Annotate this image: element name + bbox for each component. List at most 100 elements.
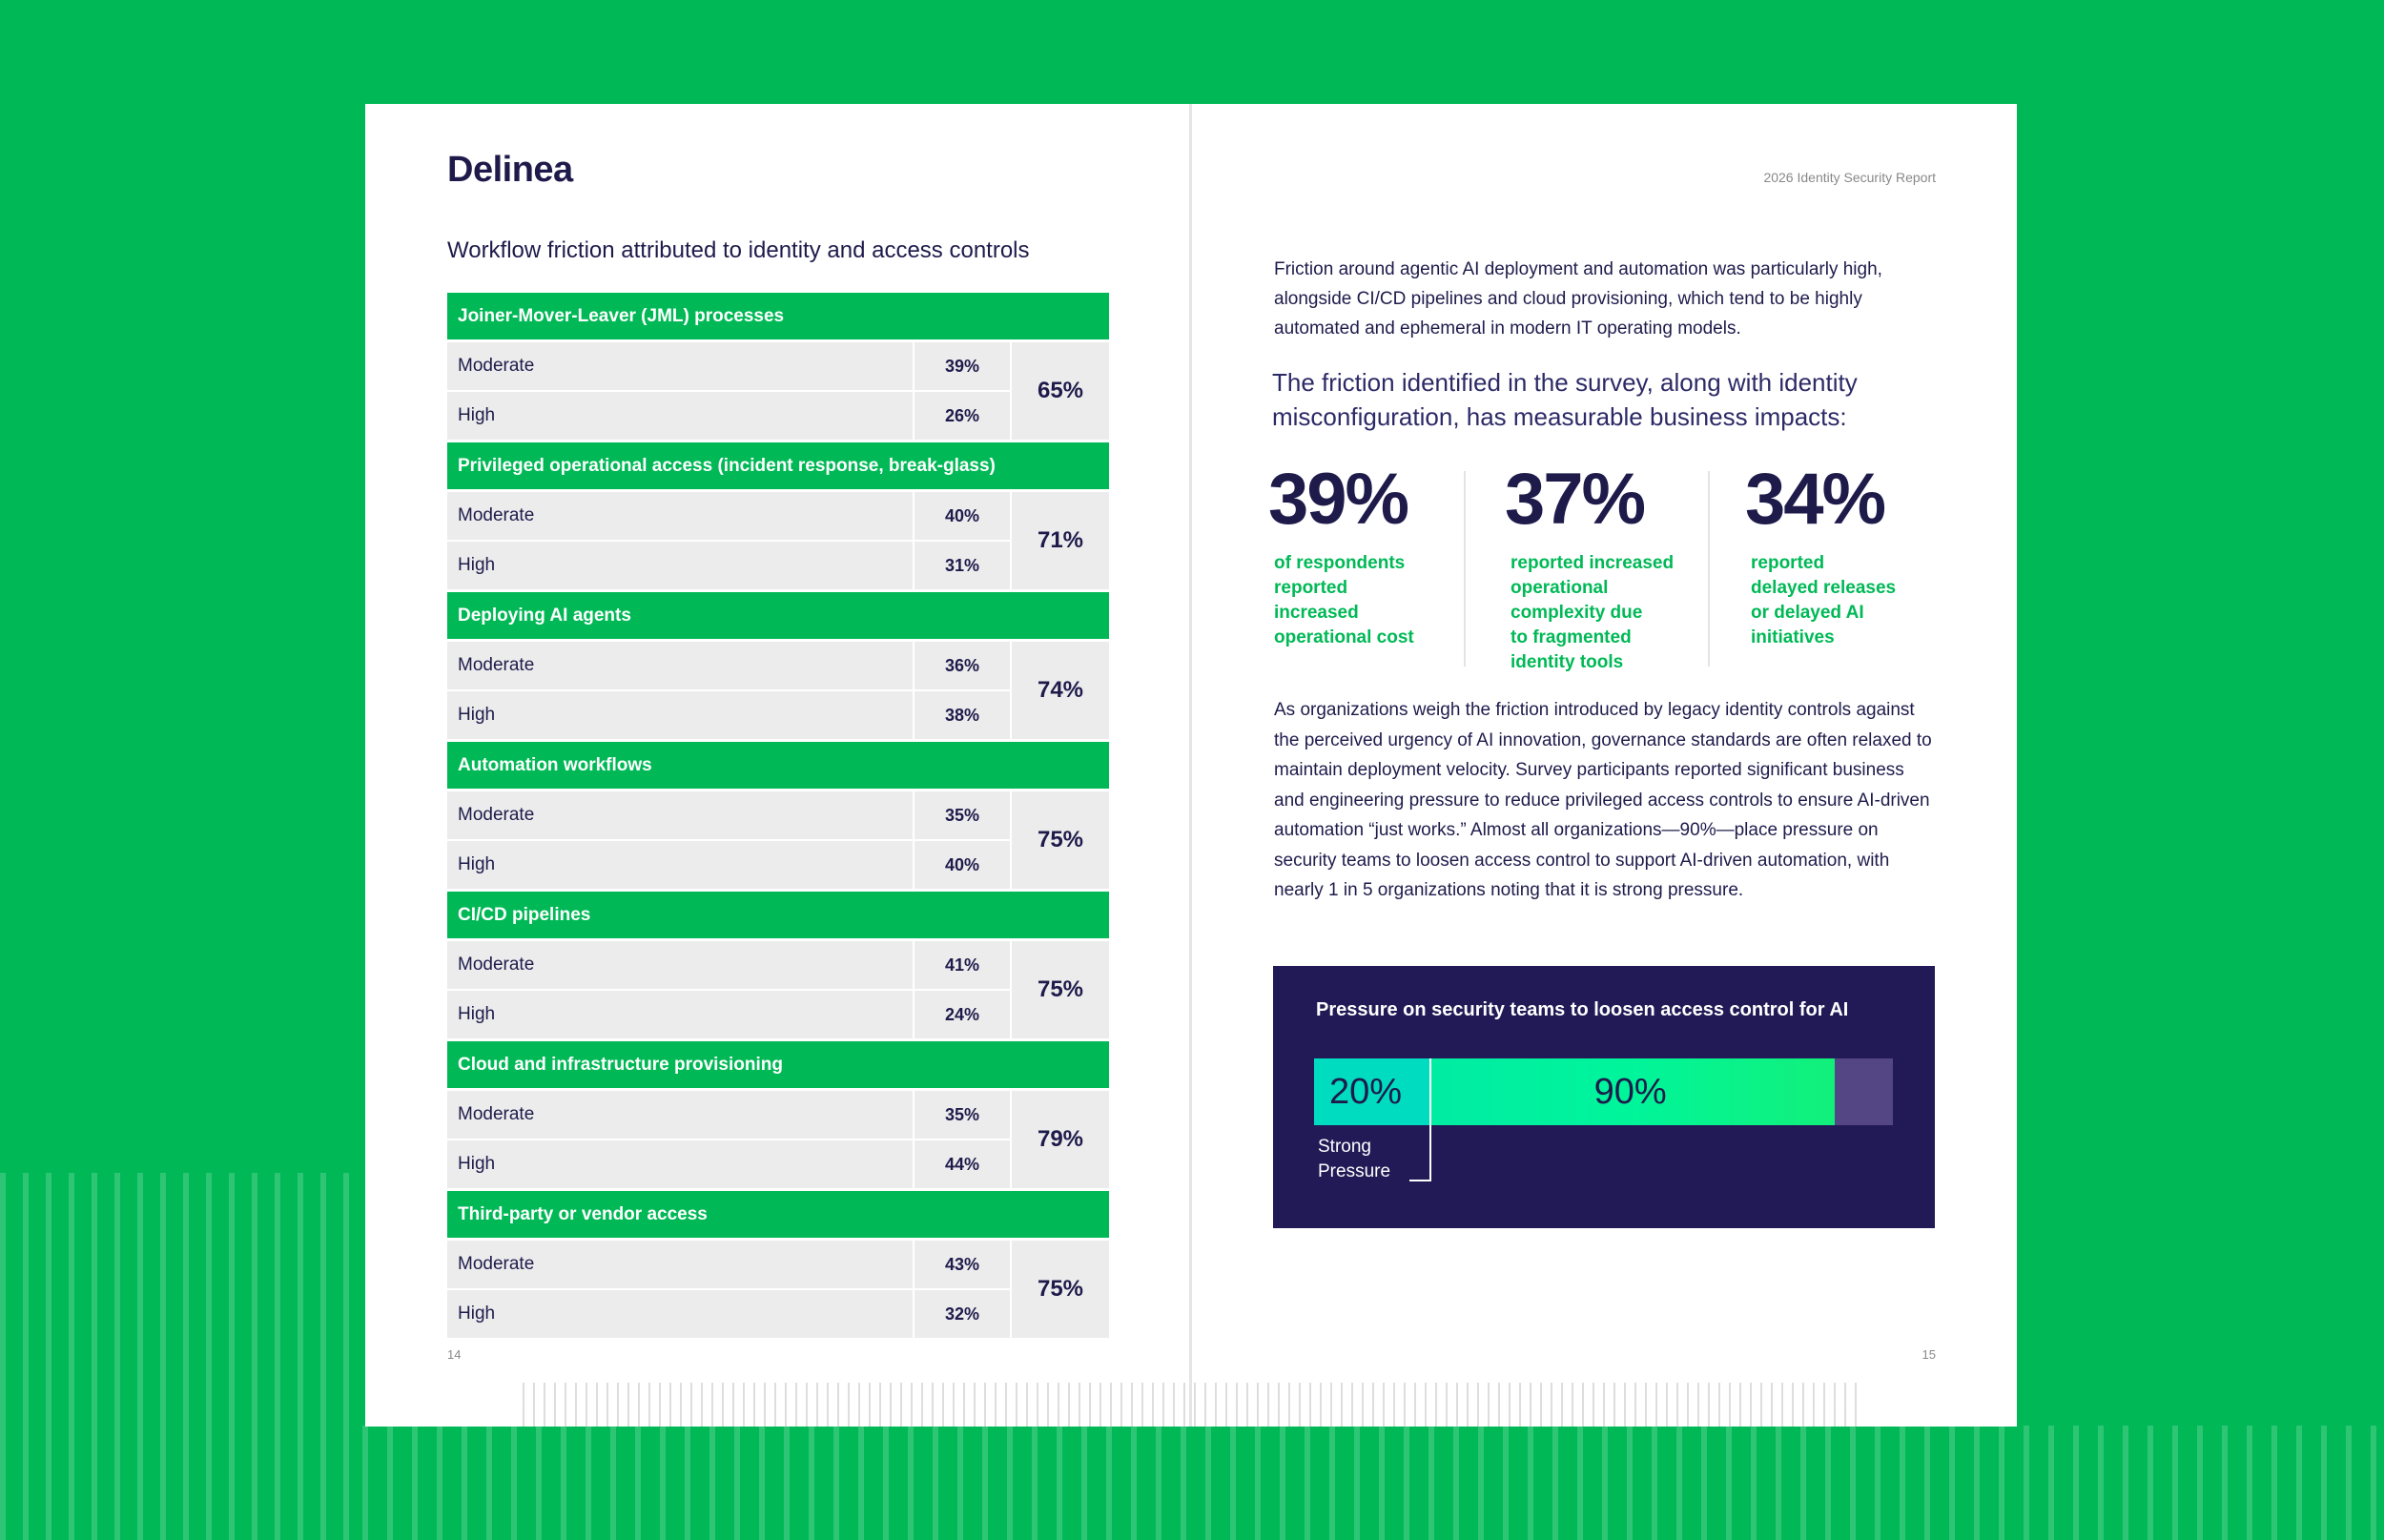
table-row: High 44% [447, 1140, 1010, 1188]
row-value: 40% [944, 506, 980, 525]
stat-desc-line: operational [1511, 578, 1609, 598]
group-body: Moderate 35% High 44% 79% [447, 1091, 1109, 1188]
pressure-bar-track: 20% 90% [1314, 1058, 1893, 1125]
caption-line: Strong [1318, 1137, 1371, 1157]
table-row: Moderate 35% [447, 791, 1010, 839]
stat-desc-line: to fragmented [1511, 627, 1632, 647]
table-row: High 24% [447, 991, 1010, 1038]
stat-desc-line: of respondents [1274, 553, 1406, 573]
cell-divider [913, 392, 915, 440]
stat-desc-line: reported [1274, 578, 1348, 598]
left-page: Delinea Workflow friction attributed to … [365, 104, 1190, 1427]
table-row: High 31% [447, 542, 1010, 589]
group-total: 79% [1012, 1091, 1109, 1188]
group-body: Moderate 39% High 26% 65% [447, 342, 1109, 440]
group-rows: Moderate 41% High 24% [447, 941, 1010, 1038]
strong-pressure-caption: Strong Pressure [1318, 1135, 1390, 1184]
row-value: 38% [944, 706, 980, 725]
lead-statement: The friction identified in the survey, a… [1272, 368, 1858, 431]
row-value: 39% [944, 357, 980, 376]
row-value: 26% [944, 406, 980, 425]
strong-pressure-value: 20% [1329, 1072, 1403, 1112]
group-rows: Moderate 43% High 32% [447, 1241, 1010, 1338]
group-rows: Moderate 40% High 31% [447, 492, 1010, 589]
stat-desc-line: increased [1274, 603, 1359, 623]
row-value: 44% [944, 1155, 980, 1174]
cell-divider [913, 1140, 915, 1188]
right-page: 2026 Identity Security Report Friction a… [1192, 104, 2017, 1427]
group-rows: Moderate 35% High 40% [447, 791, 1010, 889]
stats-row: 39% of respondents reported increased op… [1268, 459, 1955, 673]
row-label: Moderate [458, 655, 535, 675]
delinea-logo: Delinea [447, 150, 573, 190]
stat-desc-line: reported [1751, 553, 1825, 573]
stat-divider [1708, 471, 1710, 667]
stat-desc-line: complexity due [1511, 603, 1643, 623]
stat-value: 39% [1268, 459, 1409, 540]
row-label: Moderate [458, 356, 535, 376]
body-paragraph: As organizations weigh the friction intr… [1274, 700, 1932, 900]
group-header: CI/CD pipelines [447, 892, 1109, 938]
stat-complexity: 37% reported increased operational compl… [1505, 459, 1674, 673]
row-value: 41% [944, 955, 980, 975]
cell-divider [913, 841, 915, 889]
group-rows: Moderate 39% High 26% [447, 342, 1010, 440]
page-number-left: 14 [447, 1347, 462, 1362]
stat-delayed-releases: 34% reported delayed releases or delayed… [1745, 462, 1896, 662]
cell-divider [913, 342, 915, 390]
stat-desc-line: operational cost [1274, 627, 1414, 647]
stat-desc-line: identity tools [1511, 652, 1624, 672]
stat-desc-line: or delayed AI [1751, 603, 1864, 623]
total-pressure-value: 90% [1593, 1072, 1667, 1112]
group-body: Moderate 36% High 38% 74% [447, 642, 1109, 739]
friction-table: Joiner-Mover-Leaver (JML) processes Moder… [447, 293, 1109, 1341]
stat-desc-line: reported increased [1511, 553, 1675, 573]
group-body: Moderate 35% High 40% 75% [447, 791, 1109, 889]
group-body: Moderate 40% High 31% 71% [447, 492, 1109, 589]
stat-divider [1464, 471, 1466, 667]
pressure-chart-title: Pressure on security teams to loosen acc… [1316, 999, 1849, 1020]
row-label: High [458, 405, 496, 425]
row-label: High [458, 1154, 496, 1174]
row-value: 31% [944, 556, 980, 575]
row-label: High [458, 555, 496, 575]
table-row: Moderate 39% [447, 342, 1010, 390]
pressure-chart: Pressure on security teams to loosen acc… [1273, 966, 1935, 1228]
stat-description: reported delayed releases or delayed AI … [1745, 551, 1896, 650]
table-row: High 26% [447, 392, 1010, 440]
group-total: 75% [1012, 941, 1109, 1038]
cell-divider [913, 542, 915, 589]
group-total: 65% [1012, 342, 1109, 440]
table-row: High 40% [447, 841, 1010, 889]
group-header: Cloud and infrastructure provisioning [447, 1041, 1109, 1088]
group-rows: Moderate 36% High 38% [447, 642, 1010, 739]
group-header: Privileged operational access (incident … [447, 442, 1109, 489]
row-label: Moderate [458, 505, 535, 525]
stat-value: 37% [1505, 459, 1646, 540]
stat-operational-cost: 39% of respondents reported increased op… [1268, 462, 1414, 662]
row-value: 43% [944, 1255, 980, 1274]
book-spine [1189, 104, 1192, 1427]
table-row: Moderate 43% [447, 1241, 1010, 1288]
group-rows: Moderate 35% High 44% [447, 1091, 1010, 1188]
group-header: Joiner-Mover-Leaver (JML) processes [447, 293, 1109, 339]
stat-desc-line: delayed releases [1751, 578, 1897, 598]
table-title: Workflow friction attributed to identity… [447, 237, 1030, 263]
page-number-right: 15 [1922, 1347, 1936, 1362]
strong-pressure-leader-foot [1409, 1180, 1431, 1181]
stat-description: of respondents reported increased operat… [1268, 551, 1414, 650]
background-stripes-bottom [362, 1426, 2384, 1540]
table-row: Moderate 36% [447, 642, 1010, 689]
row-value: 36% [944, 656, 980, 675]
stat-desc-line: initiatives [1751, 627, 1835, 647]
stat-value: 34% [1745, 459, 1886, 540]
cell-divider [913, 1241, 915, 1288]
cell-divider [913, 691, 915, 739]
page-edge-stripes [523, 1383, 1858, 1427]
row-value: 24% [944, 1005, 980, 1024]
table-row: High 38% [447, 691, 1010, 739]
stat-description: reported increased operational complexit… [1505, 551, 1674, 675]
group-body: Moderate 43% High 32% 75% [447, 1241, 1109, 1338]
background-stripes-left [0, 1173, 362, 1540]
intro-paragraph: Friction around agentic AI deployment an… [1274, 259, 1882, 339]
